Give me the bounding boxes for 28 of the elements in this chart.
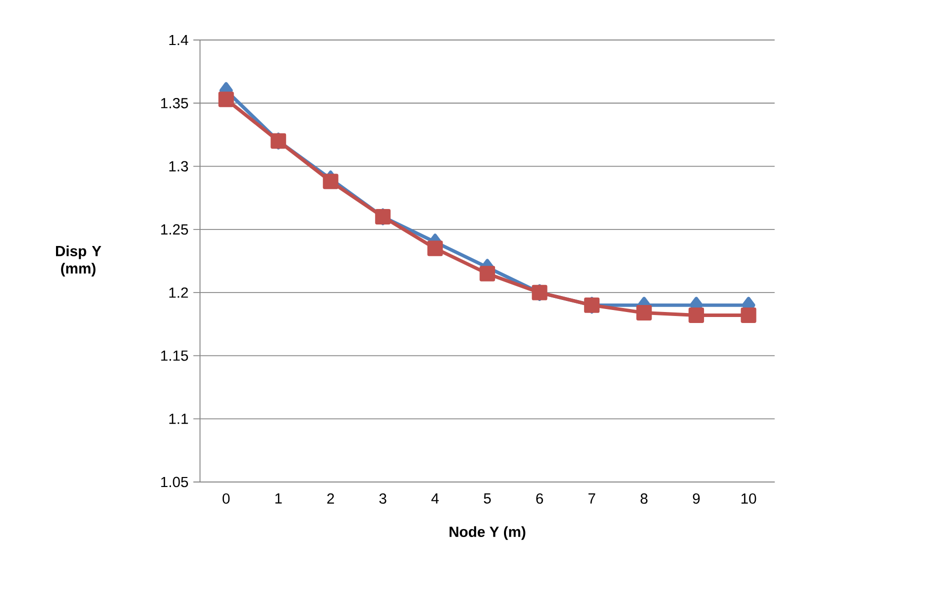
y-tick-label: 1.05 (161, 476, 188, 488)
y-tick-label: 1.2 (169, 287, 188, 298)
x-tick-label: 6 (536, 493, 544, 504)
point (636, 305, 652, 321)
x-tick-label: 3 (379, 493, 386, 504)
point (218, 92, 234, 108)
x-tick-label: 4 (431, 493, 439, 504)
x-tick-label: 0 (222, 493, 230, 504)
x-tick-label: 9 (692, 493, 700, 504)
y-tick-label: 1.1 (169, 414, 188, 424)
point (688, 308, 704, 324)
x-tick-label: 2 (327, 493, 334, 504)
x-tick-label: 1 (275, 493, 282, 504)
point (740, 308, 756, 324)
x-tick-label: 5 (484, 493, 491, 504)
y-axis-title: Disp Y (mm) (56, 245, 102, 276)
x-tick-label: 7 (588, 493, 596, 504)
y-tick-label: 1.35 (161, 98, 188, 108)
y-tick-label: 1.4 (169, 34, 188, 46)
point (427, 240, 443, 256)
x-tick-label: 8 (640, 493, 648, 504)
y-tick-label: 1.25 (161, 224, 188, 235)
point (322, 174, 338, 190)
y-tick-label: 1.3 (169, 161, 188, 172)
point (480, 266, 496, 282)
x-axis-title: Node Y (m) (450, 526, 526, 540)
x-tick-label: 10 (742, 493, 756, 504)
y-tick-label: 1.15 (161, 350, 188, 361)
